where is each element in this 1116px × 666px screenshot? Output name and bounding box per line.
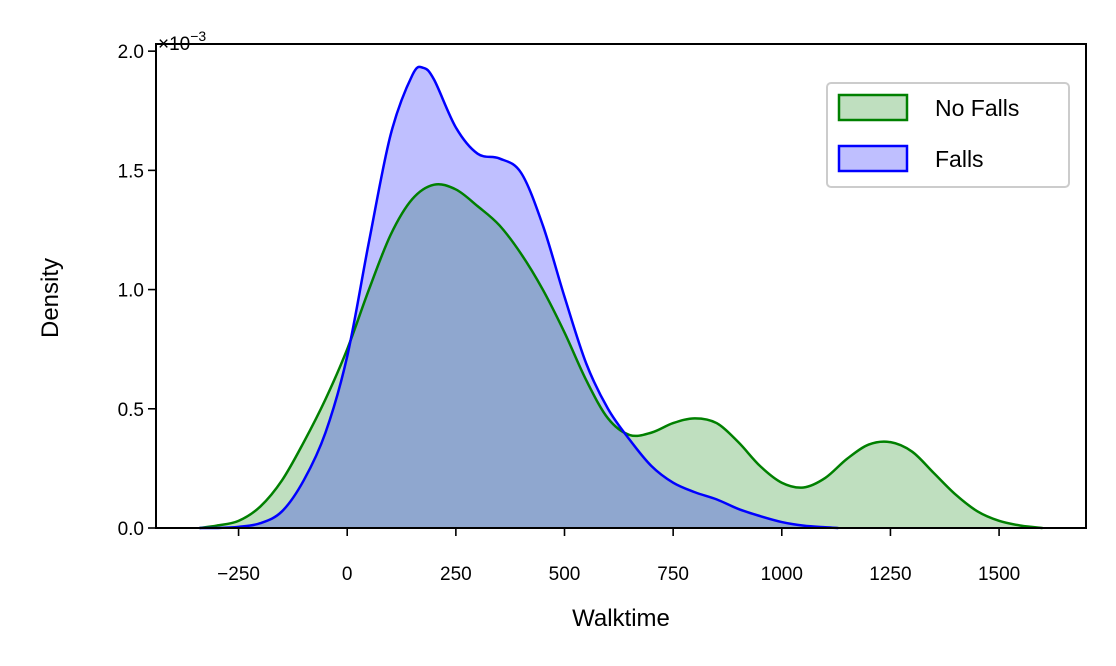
y-axis-title: Density (37, 258, 64, 338)
x-tick-label: −250 (217, 564, 260, 585)
x-tick-label: 250 (440, 564, 472, 585)
y-offset-label: ×10−3 (158, 28, 206, 55)
legend-swatch-falls (837, 144, 909, 173)
y-tick-label: 1.0 (118, 281, 144, 302)
x-tick-label: 0 (342, 564, 353, 585)
legend-swatch-no-falls (837, 93, 909, 122)
x-axis-title: Walktime (572, 605, 670, 632)
legend: No Falls Falls (826, 82, 1070, 188)
series-area-no-falls (199, 184, 1043, 528)
series-line-falls (199, 65, 839, 530)
y-offset-base: ×10 (158, 34, 190, 55)
plot-frame (155, 43, 1087, 529)
series-line-no-falls (199, 182, 1043, 530)
x-axis: −250 0 250 500 750 1000 1250 1500 (217, 528, 1020, 585)
legend-items: No Falls Falls (837, 93, 1019, 173)
legend-label-no-falls: No Falls (935, 95, 1019, 121)
y-axis: 0.0 0.5 1.0 1.5 2.0 (118, 42, 156, 540)
legend-box (826, 82, 1070, 188)
y-tick-label: 1.5 (118, 161, 144, 182)
series-area-falls (199, 66, 839, 528)
x-tick-label: 500 (549, 564, 581, 585)
x-tick-label: 750 (657, 564, 689, 585)
x-tick-label: 1000 (761, 564, 803, 585)
y-tick-label: 0.5 (118, 400, 144, 421)
x-tick-label: 1500 (978, 564, 1020, 585)
y-tick-label: 2.0 (118, 42, 144, 63)
series-layer (199, 65, 1043, 530)
legend-label-falls: Falls (935, 146, 984, 172)
x-tick-label: 1250 (869, 564, 911, 585)
y-tick-label: 0.0 (118, 519, 144, 540)
y-offset-exponent: −3 (190, 28, 206, 44)
